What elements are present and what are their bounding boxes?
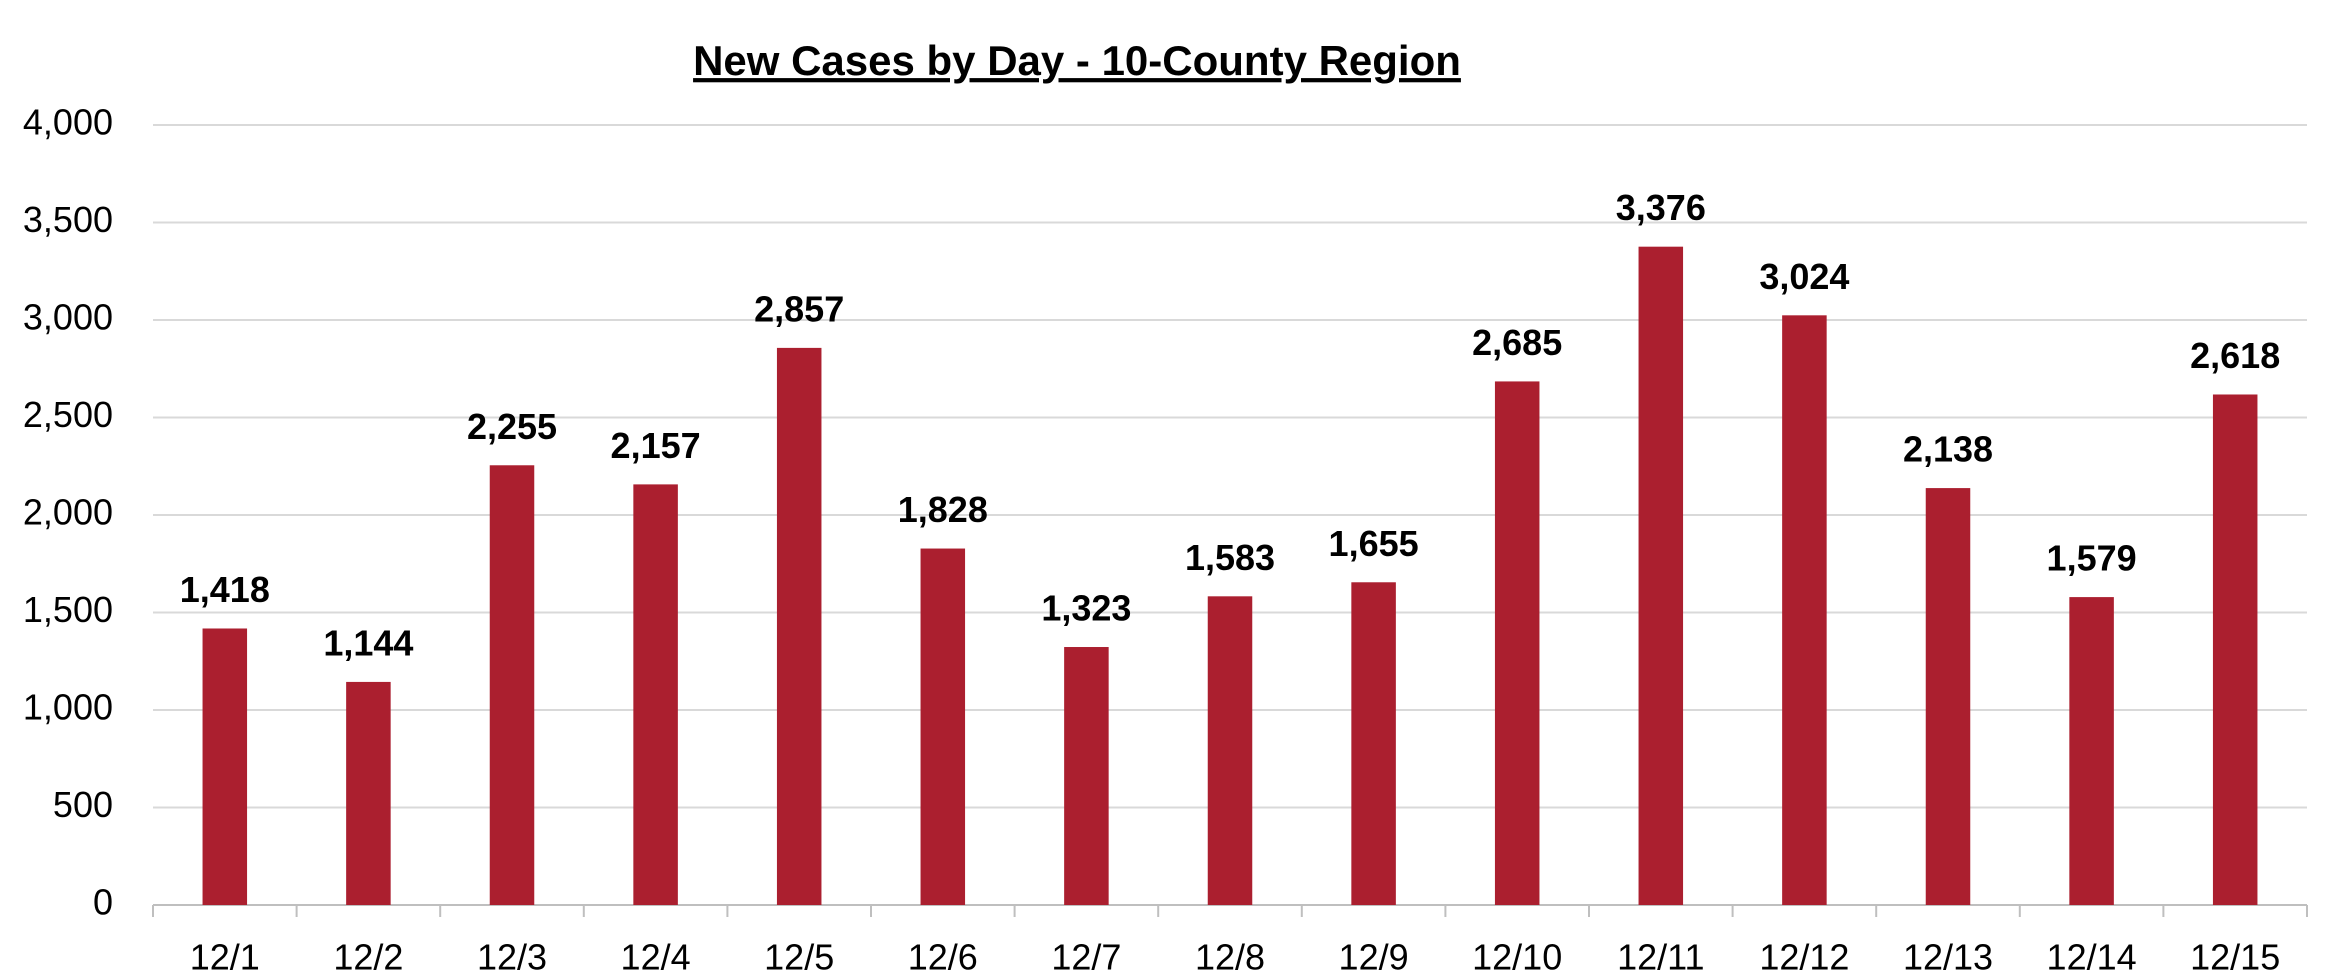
y-tick-label: 2,500 bbox=[23, 394, 113, 435]
y-tick-label: 2,000 bbox=[23, 492, 113, 533]
bar bbox=[2212, 394, 2258, 905]
data-label: 1,655 bbox=[1329, 523, 1419, 564]
x-tick-label: 12/6 bbox=[908, 937, 978, 978]
bar bbox=[1782, 315, 1827, 905]
bar bbox=[920, 548, 966, 905]
x-tick-label: 12/11 bbox=[1617, 937, 1704, 978]
x-tick-label: 12/14 bbox=[2047, 937, 2137, 978]
data-label: 2,685 bbox=[1472, 322, 1562, 363]
data-label: 2,618 bbox=[2190, 335, 2280, 376]
data-label: 3,376 bbox=[1616, 187, 1706, 228]
y-tick-label: 3,000 bbox=[23, 297, 113, 338]
x-tick-label: 12/3 bbox=[477, 937, 547, 978]
data-label: 2,255 bbox=[467, 406, 557, 447]
x-tick-label: 12/5 bbox=[764, 937, 834, 978]
data-label: 1,418 bbox=[180, 569, 270, 610]
x-tick-label: 12/4 bbox=[621, 937, 691, 978]
x-tick-label: 12/10 bbox=[1472, 937, 1562, 978]
y-tick-label: 500 bbox=[53, 784, 113, 825]
x-tick-label: 12/9 bbox=[1339, 937, 1409, 978]
data-label: 1,828 bbox=[898, 489, 988, 530]
data-label: 1,323 bbox=[1041, 588, 1131, 629]
bar bbox=[346, 681, 391, 905]
bar bbox=[776, 347, 822, 905]
data-label: 2,157 bbox=[611, 425, 701, 466]
bar bbox=[489, 465, 535, 905]
y-tick-label: 4,000 bbox=[23, 102, 113, 143]
data-label: 3,024 bbox=[1759, 256, 1849, 297]
x-tick-label: 12/15 bbox=[2190, 937, 2280, 978]
bar bbox=[202, 628, 248, 905]
x-tick-label: 12/13 bbox=[1903, 937, 1993, 978]
x-tick-label: 12/2 bbox=[333, 937, 403, 978]
bar bbox=[1638, 246, 1684, 905]
bar bbox=[1064, 647, 1109, 905]
bar bbox=[2069, 597, 2114, 905]
x-tick-label: 12/7 bbox=[1051, 937, 1121, 978]
bar bbox=[1925, 488, 1971, 905]
x-tick-label: 12/8 bbox=[1195, 937, 1265, 978]
bar bbox=[1207, 596, 1253, 905]
data-label: 1,144 bbox=[323, 622, 413, 663]
chart-title: New Cases by Day - 10-County Region bbox=[693, 37, 1461, 84]
data-label: 2,138 bbox=[1903, 429, 1993, 470]
bar bbox=[1494, 381, 1540, 905]
bar bbox=[1351, 582, 1396, 905]
bar bbox=[633, 484, 678, 905]
x-tick-label: 12/12 bbox=[1759, 937, 1849, 978]
data-label: 2,857 bbox=[754, 288, 844, 329]
y-tick-label: 1,500 bbox=[23, 589, 113, 630]
x-tick-label: 12/1 bbox=[190, 937, 260, 978]
y-tick-label: 0 bbox=[93, 882, 113, 923]
y-tick-label: 3,500 bbox=[23, 199, 113, 240]
y-tick-label: 1,000 bbox=[23, 687, 113, 728]
data-label: 1,579 bbox=[2047, 538, 2137, 579]
data-label: 1,583 bbox=[1185, 537, 1275, 578]
